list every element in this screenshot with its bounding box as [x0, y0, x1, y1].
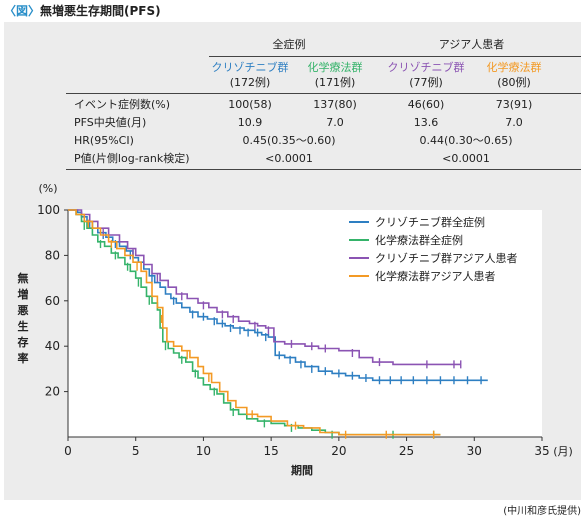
legend-label-1: クリゾチニブ群全症例: [375, 215, 485, 229]
y-tick-label: 100: [37, 203, 60, 217]
km-line-series-4: [68, 209, 441, 436]
figure-title-row: 〈図〉無増悪生存期間(PFS): [4, 2, 161, 22]
arm-name-4: 化学療法群: [486, 61, 542, 74]
arm-n-3: (77例): [409, 76, 443, 89]
row-median-val-4: 7.0: [505, 116, 523, 129]
arm-header-3: クリゾチニブ群 (77例): [378, 61, 474, 89]
row-median-val-3: 13.6: [413, 116, 439, 129]
arm-n-1: (172例): [229, 76, 271, 89]
km-line-series-3: [68, 209, 461, 366]
table-rule-bottom: [66, 169, 581, 170]
row-events-val-2: 137(80): [313, 98, 357, 111]
row-pvalue-val-asian: <0.0001: [442, 152, 490, 165]
x-tick-label: 30: [467, 444, 482, 458]
arm-header-1: クリゾチニブ群 (172例): [204, 61, 296, 89]
x-tick-label: 0: [64, 444, 72, 458]
table-rule-top: [209, 56, 581, 57]
arm-name-3: クリゾチニブ群: [387, 61, 465, 74]
x-axis-label: 期間: [291, 463, 313, 477]
arm-name-1: クリゾチニブ群: [211, 61, 289, 74]
row-label-median: PFS中央値(月): [74, 116, 147, 129]
x-axis-unit: (月): [553, 445, 573, 458]
figure-title: 無増悪生存期間(PFS): [40, 4, 161, 18]
x-tick-label: 15: [264, 444, 279, 458]
pfs-km-chart: (%) (月) 期間 無増悪生存率 20 40 60 80 100 0 5 10 15 20 25 3…: [18, 182, 573, 477]
row-label-pvalue: P値(片側log-rank検定): [74, 152, 190, 165]
arm-n-2: (171例): [314, 76, 356, 89]
row-events-val-3: 46(60): [407, 98, 445, 111]
row-label-hr: HR(95%CI): [74, 134, 134, 147]
row-events-val-4: 73(91): [495, 98, 533, 111]
arm-name-2: 化学療法群: [307, 61, 363, 74]
row-median-val-1: 10.9: [237, 116, 263, 129]
table-rule-mid: [66, 93, 581, 94]
row-hr-val-asian: 0.44(0.30〜0.65): [419, 134, 513, 147]
x-tick-label: 5: [132, 444, 140, 458]
group-header-asian: アジア人患者: [438, 38, 505, 51]
row-hr-val-all: 0.45(0.35〜0.60): [242, 134, 336, 147]
legend-label-4: 化学療法群アジア人患者: [375, 269, 496, 283]
y-tick-label: 20: [45, 385, 60, 399]
y-axis-unit: (%): [38, 182, 57, 195]
y-tick-label: 40: [45, 339, 60, 353]
row-pvalue-val-all: <0.0001: [265, 152, 313, 165]
km-line-series-1: [68, 209, 488, 382]
x-tick-label: 25: [399, 444, 414, 458]
y-axis-label: 無増悪生存率: [18, 271, 29, 365]
arm-n-4: (80例): [497, 76, 531, 89]
x-tick-label: 20: [331, 444, 346, 458]
legend-label-2: 化学療法群全症例: [375, 233, 463, 247]
row-events-val-1: 100(58): [228, 98, 272, 111]
figure-credit: (中川和彦氏提供): [503, 506, 581, 517]
row-median-val-2: 7.0: [326, 116, 344, 129]
figure-tag: 〈図〉: [4, 4, 41, 18]
row-label-events: イベント症例数(%): [74, 98, 171, 111]
figure-panel: 全症例 アジア人患者 クリゾチニブ群 (172例) 化学療法群 (171例) ク…: [4, 22, 581, 500]
y-tick-label: 80: [45, 248, 60, 262]
arm-header-4: 化学療法群 (80例): [474, 61, 554, 89]
group-header-all: 全症例: [272, 38, 306, 51]
x-tick-label: 35: [534, 444, 549, 458]
plot-area: [68, 210, 542, 437]
x-tick-label: 10: [196, 444, 211, 458]
y-tick-label: 60: [45, 294, 60, 308]
legend-label-3: クリゾチニブ群アジア人患者: [375, 251, 518, 265]
arm-header-2: 化学療法群 (171例): [296, 61, 374, 89]
